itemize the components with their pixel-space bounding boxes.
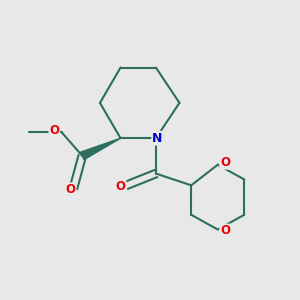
Polygon shape <box>81 138 121 160</box>
Text: N: N <box>152 132 163 145</box>
Text: O: O <box>220 224 230 238</box>
Text: O: O <box>220 156 230 169</box>
Text: O: O <box>116 180 126 193</box>
Text: O: O <box>49 124 59 137</box>
Text: O: O <box>65 183 76 196</box>
